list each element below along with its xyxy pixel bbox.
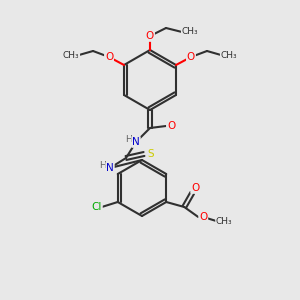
Text: O: O [146,31,154,41]
Text: N: N [132,137,140,147]
Text: H: H [100,160,106,169]
Text: Cl: Cl [92,202,102,212]
Text: O: O [167,121,175,131]
Text: O: O [191,183,200,193]
Text: H: H [126,134,132,143]
Text: CH₃: CH₃ [216,217,232,226]
Text: O: O [199,212,207,222]
Text: O: O [105,52,113,62]
Text: CH₃: CH₃ [221,50,237,59]
Text: N: N [106,163,114,173]
Text: CH₃: CH₃ [63,50,79,59]
Text: O: O [187,52,195,62]
Text: S: S [148,149,154,159]
Text: CH₃: CH₃ [182,28,198,37]
